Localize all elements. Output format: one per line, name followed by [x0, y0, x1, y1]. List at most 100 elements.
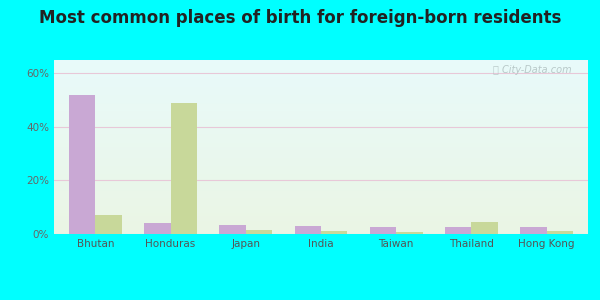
Bar	[144, 223, 170, 234]
Bar	[54, 144, 588, 145]
Bar	[54, 68, 588, 69]
Bar	[54, 69, 588, 70]
Bar	[220, 225, 246, 234]
Bar	[54, 220, 588, 221]
Bar	[54, 128, 588, 129]
Bar	[54, 71, 588, 72]
Bar	[54, 75, 588, 76]
Bar	[54, 64, 588, 65]
Bar	[321, 231, 347, 234]
Bar	[520, 227, 547, 234]
Bar	[54, 228, 588, 229]
Bar	[54, 149, 588, 150]
Bar	[54, 150, 588, 151]
Bar	[54, 123, 588, 124]
Bar	[54, 170, 588, 171]
Bar	[54, 77, 588, 78]
Bar	[54, 156, 588, 157]
Bar	[54, 140, 588, 141]
Bar	[54, 82, 588, 83]
Bar	[54, 132, 588, 133]
Bar	[54, 84, 588, 85]
Bar	[54, 118, 588, 119]
Bar	[54, 103, 588, 104]
Bar	[54, 161, 588, 162]
Bar	[54, 231, 588, 232]
Bar	[54, 174, 588, 175]
Bar	[54, 217, 588, 218]
Bar	[54, 227, 588, 228]
Bar	[54, 134, 588, 135]
Bar	[54, 122, 588, 123]
Bar	[54, 221, 588, 222]
Bar	[396, 232, 422, 234]
Bar	[54, 194, 588, 195]
Bar	[54, 179, 588, 180]
Bar	[54, 199, 588, 200]
Bar	[54, 182, 588, 183]
Bar	[54, 178, 588, 179]
Bar	[54, 108, 588, 109]
Bar	[54, 147, 588, 148]
Bar	[54, 85, 588, 86]
Bar	[54, 198, 588, 199]
Bar	[54, 105, 588, 106]
Bar	[54, 190, 588, 191]
Bar	[54, 135, 588, 136]
Bar	[54, 129, 588, 130]
Bar	[54, 72, 588, 73]
Bar	[54, 201, 588, 202]
Bar	[54, 89, 588, 90]
Bar	[54, 151, 588, 152]
Bar	[54, 86, 588, 87]
Bar	[54, 165, 588, 166]
Bar	[54, 197, 588, 198]
Bar	[54, 143, 588, 144]
Bar	[54, 98, 588, 99]
Bar	[54, 173, 588, 174]
Bar	[54, 163, 588, 164]
Bar	[54, 99, 588, 100]
Bar	[54, 66, 588, 67]
Bar	[54, 80, 588, 81]
Bar	[54, 195, 588, 196]
Text: ⓘ City-Data.com: ⓘ City-Data.com	[493, 65, 572, 75]
Bar	[54, 117, 588, 118]
Bar	[54, 168, 588, 169]
Bar	[547, 231, 573, 234]
Bar	[54, 200, 588, 201]
Bar	[54, 177, 588, 178]
Bar	[54, 142, 588, 143]
Bar	[54, 153, 588, 154]
Bar	[54, 115, 588, 116]
Bar	[54, 112, 588, 113]
Bar	[54, 74, 588, 75]
Bar	[472, 222, 498, 234]
Bar	[54, 207, 588, 208]
Bar	[54, 226, 588, 227]
Bar	[54, 113, 588, 114]
Bar	[54, 102, 588, 103]
Bar	[54, 96, 588, 97]
Bar	[54, 145, 588, 146]
Bar	[54, 212, 588, 213]
Bar	[54, 224, 588, 225]
Bar	[54, 61, 588, 62]
Bar	[54, 204, 588, 205]
Bar	[54, 81, 588, 82]
Bar	[54, 124, 588, 125]
Bar	[54, 218, 588, 219]
Bar	[54, 155, 588, 156]
Bar	[54, 87, 588, 88]
Bar	[54, 230, 588, 231]
Bar	[370, 227, 396, 234]
Bar	[54, 78, 588, 79]
Bar	[54, 104, 588, 105]
Bar	[54, 203, 588, 204]
Bar	[54, 79, 588, 80]
Bar	[54, 70, 588, 71]
Bar	[295, 226, 321, 234]
Bar	[54, 88, 588, 89]
Bar	[54, 131, 588, 132]
Bar	[246, 230, 272, 234]
